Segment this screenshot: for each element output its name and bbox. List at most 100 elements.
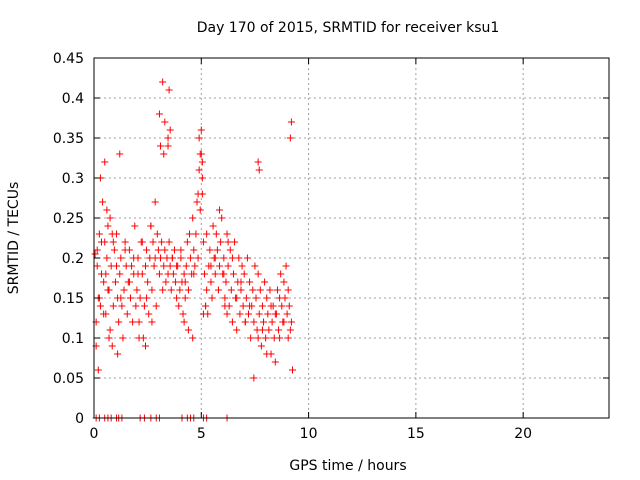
data-point	[120, 286, 128, 294]
data-point	[286, 134, 294, 142]
data-point	[104, 286, 112, 294]
data-point	[229, 270, 237, 278]
data-point	[109, 238, 117, 246]
data-point	[93, 262, 101, 270]
data-point	[254, 334, 262, 342]
x-tick-labels: 0 5 10 15 20	[90, 426, 533, 442]
data-point	[255, 310, 263, 318]
data-point	[149, 238, 157, 246]
data-point	[233, 294, 241, 302]
data-point	[184, 286, 192, 294]
data-point	[241, 318, 249, 326]
data-point	[196, 150, 204, 158]
data-point	[196, 206, 204, 214]
data-point	[181, 294, 189, 302]
data-point	[131, 222, 139, 230]
data-point	[203, 230, 211, 238]
data-point	[147, 222, 155, 230]
data-point	[181, 278, 189, 286]
data-point	[251, 262, 259, 270]
data-point	[183, 238, 191, 246]
data-point	[249, 286, 257, 294]
data-point	[194, 254, 202, 262]
data-point	[151, 198, 159, 206]
data-point	[142, 342, 149, 350]
data-point	[116, 150, 124, 158]
data-point	[164, 134, 172, 142]
data-point	[143, 246, 151, 254]
data-point	[280, 278, 288, 286]
data-point	[201, 270, 209, 278]
x-tick-label: 5	[197, 426, 206, 442]
data-point	[166, 262, 174, 270]
data-point	[175, 302, 183, 310]
data-point	[114, 350, 122, 358]
data-point	[198, 158, 206, 166]
x-tick-label: 0	[90, 426, 99, 442]
data-point	[258, 326, 266, 334]
data-point	[152, 302, 160, 310]
data-point	[95, 230, 103, 238]
data-point	[148, 318, 156, 326]
data-point	[125, 278, 133, 286]
data-point	[160, 262, 168, 270]
data-point	[255, 166, 263, 174]
data-point	[271, 358, 279, 366]
data-point	[185, 230, 193, 238]
data-point	[170, 246, 178, 254]
x-tick-label: 10	[300, 426, 318, 442]
data-point	[287, 118, 295, 126]
data-point	[166, 126, 174, 134]
x-tick-label: 20	[514, 426, 532, 442]
data-point	[257, 342, 265, 350]
data-point	[235, 254, 243, 262]
data-point	[100, 278, 108, 286]
data-point	[155, 110, 163, 118]
data-point	[126, 294, 134, 302]
data-point	[246, 278, 254, 286]
data-point	[198, 174, 206, 182]
data-point	[284, 334, 292, 342]
data-point	[283, 310, 291, 318]
y-tick-label: 0.45	[53, 51, 84, 67]
data-point	[216, 206, 224, 214]
data-point	[150, 262, 158, 270]
y-axis-label: SRMTID / TECUs	[6, 182, 22, 295]
data-point	[278, 302, 286, 310]
data-point	[135, 334, 143, 342]
data-point	[263, 350, 271, 358]
data-point	[168, 254, 176, 262]
data-point	[250, 318, 258, 326]
data-point	[236, 310, 244, 318]
data-point	[254, 270, 262, 278]
data-point	[268, 318, 276, 326]
data-point	[100, 310, 108, 318]
data-point	[161, 246, 169, 254]
data-point	[117, 294, 125, 302]
data-point	[121, 246, 129, 254]
data-point	[169, 270, 177, 278]
data-point	[195, 134, 203, 142]
data-point	[212, 230, 220, 238]
data-point	[260, 318, 268, 326]
data-point	[106, 326, 114, 334]
data-point	[130, 254, 138, 262]
data-point	[194, 190, 202, 198]
data-point	[199, 238, 207, 246]
data-point	[285, 302, 293, 310]
data-point	[113, 262, 121, 270]
data-point	[189, 334, 197, 342]
data-point	[176, 286, 184, 294]
data-point	[164, 142, 172, 150]
data-point	[207, 262, 215, 270]
data-point	[271, 310, 279, 318]
data-point	[157, 142, 165, 150]
data-point	[287, 318, 295, 326]
data-point	[286, 326, 294, 334]
data-point	[136, 294, 144, 302]
data-point	[109, 302, 117, 310]
data-point	[211, 270, 219, 278]
data-point	[155, 270, 163, 278]
data-point	[153, 230, 161, 238]
